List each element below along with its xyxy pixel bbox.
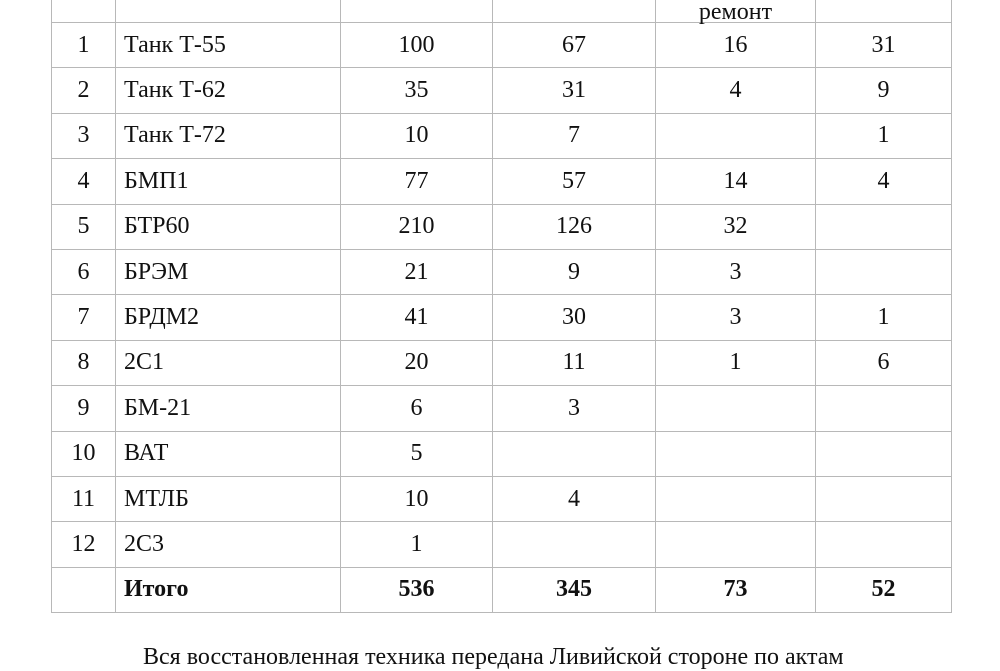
cell-n: 6: [51, 248, 116, 296]
cell-name: БРДМ2: [115, 294, 341, 341]
table-row: 5 БТР60 210 126 32: [51, 203, 952, 250]
cell-name: Танк Т-55: [115, 21, 341, 69]
cell-name: Танк Т-72: [115, 112, 341, 160]
cell-c1: 210: [340, 203, 493, 250]
cell-c1: 10: [340, 112, 493, 160]
cell-n: 1: [51, 21, 116, 69]
header-row: ремонт: [51, 0, 952, 24]
cell-c2: [492, 521, 656, 568]
cell-n: 4: [51, 158, 116, 205]
cell-c3: [655, 475, 816, 523]
cell-c4: 31: [815, 21, 952, 69]
table-row: 12 2С3 1: [51, 521, 952, 568]
cell-n: 3: [51, 112, 116, 160]
cell-c4: [815, 385, 952, 432]
cell-n: 5: [51, 203, 116, 250]
cell-c3: [655, 521, 816, 568]
cell-c4: 1: [815, 294, 952, 341]
cell-c3: 3: [655, 248, 816, 296]
table-row: 11 МТЛБ 10 4: [51, 475, 952, 523]
table-row: 1 Танк Т-55 100 67 16 31: [51, 21, 952, 69]
total-row: Итого 536 345 73 52: [51, 566, 952, 614]
cell-name: 2С3: [115, 521, 341, 568]
table-row: 2 Танк Т-62 35 31 4 9: [51, 67, 952, 114]
cell-c3: 3: [655, 294, 816, 341]
cell-n: 11: [51, 475, 116, 523]
cell-c3: 16: [655, 21, 816, 69]
cell-c1: 77: [340, 158, 493, 205]
cell-c2: 31: [492, 67, 656, 114]
total-empty: [51, 566, 116, 614]
cell-c4: [815, 248, 952, 296]
cell-c2: 7: [492, 112, 656, 160]
cell-n: 7: [51, 294, 116, 341]
cell-name: Танк Т-62: [115, 67, 341, 114]
table-row: 7 БРДМ2 41 30 3 1: [51, 294, 952, 341]
cell-c3: 4: [655, 67, 816, 114]
cell-n: 12: [51, 521, 116, 568]
cell-c4: [815, 521, 952, 568]
equipment-table: ремонт 1 Танк Т-55 100 67 16 31 2 Танк Т-62 35 31…: [51, 0, 952, 614]
cell-c1: 10: [340, 475, 493, 523]
cell-n: 2: [51, 67, 116, 114]
table-row: 10 ВАТ 5: [51, 430, 952, 477]
cell-c3: [655, 430, 816, 477]
cell-n: 9: [51, 385, 116, 432]
cell-name: МТЛБ: [115, 475, 341, 523]
table-row: 9 БМ-21 6 3: [51, 385, 952, 432]
total-c2: 345: [492, 566, 656, 614]
cell-name: БМ-21: [115, 385, 341, 432]
cell-c3: 32: [655, 203, 816, 250]
cell-c1: 20: [340, 339, 493, 387]
cell-name: БМП1: [115, 158, 341, 205]
cell-c2: 3: [492, 385, 656, 432]
cell-c2: [492, 430, 656, 477]
cell-c1: 1: [340, 521, 493, 568]
total-c4: 52: [815, 566, 952, 614]
cell-name: 2С1: [115, 339, 341, 387]
cell-n: 8: [51, 339, 116, 387]
cell-name: ВАТ: [115, 430, 341, 477]
cell-c4: 9: [815, 67, 952, 114]
table-row: 3 Танк Т-72 10 7 1: [51, 112, 952, 160]
cell-c3: 14: [655, 158, 816, 205]
paragraph-text: Вся восстановленная техника передана Лив…: [143, 644, 844, 670]
table-row: 8 2С1 20 11 1 6: [51, 339, 952, 387]
cell-name: БРЭМ: [115, 248, 341, 296]
cell-c2: 11: [492, 339, 656, 387]
cell-c4: [815, 203, 952, 250]
cell-c1: 5: [340, 430, 493, 477]
cell-c2: 9: [492, 248, 656, 296]
cell-c1: 6: [340, 385, 493, 432]
cell-n: 10: [51, 430, 116, 477]
cell-c1: 41: [340, 294, 493, 341]
cell-c4: 4: [815, 158, 952, 205]
cell-c3: [655, 385, 816, 432]
cell-c4: [815, 430, 952, 477]
cell-c2: 126: [492, 203, 656, 250]
cell-c2: 30: [492, 294, 656, 341]
cell-c2: 57: [492, 158, 656, 205]
total-c1: 536: [340, 566, 493, 614]
cell-c2: 67: [492, 21, 656, 69]
cell-c1: 35: [340, 67, 493, 114]
cell-c1: 100: [340, 21, 493, 69]
cell-c1: 21: [340, 248, 493, 296]
cell-c3: 1: [655, 339, 816, 387]
cell-c4: [815, 475, 952, 523]
total-c3: 73: [655, 566, 816, 614]
table-row: 6 БРЭМ 21 9 3: [51, 248, 952, 296]
cell-c4: 1: [815, 112, 952, 160]
header-cell: ремонт: [655, 0, 816, 24]
cell-name: БТР60: [115, 203, 341, 250]
cell-c4: 6: [815, 339, 952, 387]
total-name: Итого: [115, 566, 341, 614]
cell-c3: [655, 112, 816, 160]
table-row: 4 БМП1 77 57 14 4: [51, 158, 952, 205]
cell-c2: 4: [492, 475, 656, 523]
